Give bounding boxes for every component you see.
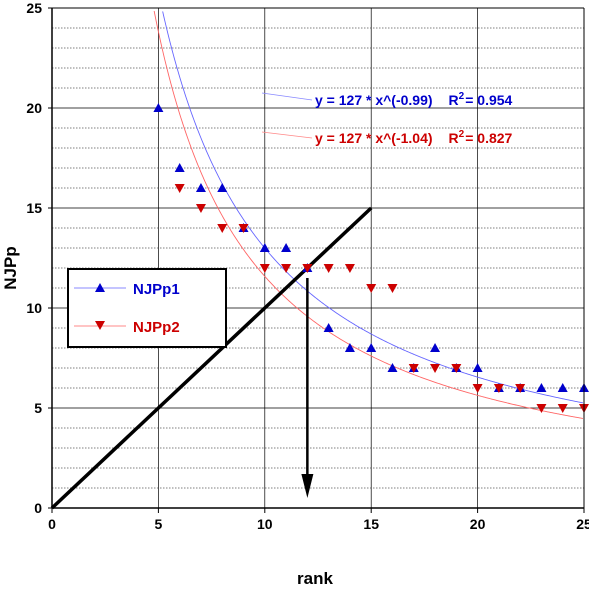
legend-box: [67, 268, 227, 348]
data-point-2: [493, 384, 504, 393]
y-tick-label: 25: [26, 0, 42, 16]
y-tick-label: 10: [26, 300, 42, 316]
fit-2-r2-label: R: [449, 130, 459, 146]
fit-equation-2: y = 127 * x^(-1.04) R2= 0.827: [315, 129, 513, 146]
fit-curve-2: [153, 10, 584, 419]
x-axis-title: rank: [297, 569, 333, 588]
y-tick-label: 15: [26, 200, 42, 216]
data-point-2: [451, 364, 462, 373]
legend-marker-2: [95, 321, 105, 330]
legend-marker-1: [95, 283, 105, 292]
fit-curve-1: [162, 11, 584, 404]
fit-label-leader-2: [261, 131, 313, 139]
fit-1-r2-sup: 2: [459, 91, 465, 102]
x-tick-label: 0: [48, 516, 56, 532]
data-point-2: [472, 384, 483, 393]
fit-curves: [153, 10, 584, 419]
fit-1-r2-value: = 0.954: [465, 92, 512, 108]
x-tick-label: 20: [470, 516, 486, 532]
data-point-1: [217, 183, 228, 192]
data-point-2: [174, 184, 185, 193]
fit-label-leader-1: [261, 92, 313, 101]
data-point-1: [344, 343, 355, 352]
data-point-2: [302, 264, 313, 273]
data-point-2: [408, 364, 419, 373]
data-point-2: [217, 224, 228, 233]
data-point-2: [259, 264, 270, 273]
data-point-1: [536, 383, 547, 392]
data-point-1: [387, 363, 398, 372]
data-point-1: [557, 383, 568, 392]
data-point-1: [472, 363, 483, 372]
data-point-2: [536, 404, 547, 413]
annotations: [50, 206, 373, 510]
data-point-2: [387, 284, 398, 293]
data-point-2: [281, 264, 292, 273]
data-point-1: [323, 323, 334, 332]
y-tick-label: 5: [34, 400, 42, 416]
data-point-1: [366, 343, 377, 352]
x-tick-label: 5: [155, 516, 163, 532]
x-tick-label: 10: [257, 516, 273, 532]
data-point-1: [259, 243, 270, 252]
data-point-1: [174, 163, 185, 172]
data-point-2: [344, 264, 355, 273]
y-tick-label: 20: [26, 100, 42, 116]
data-point-2: [430, 364, 441, 373]
data-point-2: [323, 264, 334, 273]
x-tick-label: 25: [576, 516, 589, 532]
data-point-2: [366, 284, 377, 293]
legend-label-1: NJPp1: [133, 281, 180, 298]
data-point-2: [557, 404, 568, 413]
y-axis-title: NJPp: [1, 246, 20, 289]
legend-label-2: NJPp2: [133, 319, 180, 336]
axes: 0 5 10 15 20 25 0 5 10 15 20 25: [26, 0, 589, 532]
data-points: [153, 103, 589, 413]
data-point-1: [195, 183, 206, 192]
y-tick-label: 0: [34, 500, 42, 516]
diagonal-line: [50, 206, 373, 510]
data-point-2: [195, 204, 206, 213]
fit-equation-2-text: y = 127 * x^(-1.04): [315, 130, 433, 146]
data-point-1: [153, 103, 164, 112]
fit-equation-1-text: y = 127 * x^(-0.99): [315, 92, 433, 108]
fit-2-r2-sup: 2: [459, 129, 465, 140]
fit-equation-1: y = 127 * x^(-0.99) R2= 0.954: [315, 91, 513, 108]
data-point-2: [238, 224, 249, 233]
legend: NJPp1 NJPp2: [67, 268, 227, 348]
fit-2-r2-value: = 0.827: [465, 130, 512, 146]
x-tick-label: 15: [363, 516, 379, 532]
arrow-head: [301, 474, 314, 498]
fit-1-r2-label: R: [449, 92, 459, 108]
data-point-1: [281, 243, 292, 252]
data-point-1: [430, 343, 441, 352]
data-point-2: [515, 384, 526, 393]
